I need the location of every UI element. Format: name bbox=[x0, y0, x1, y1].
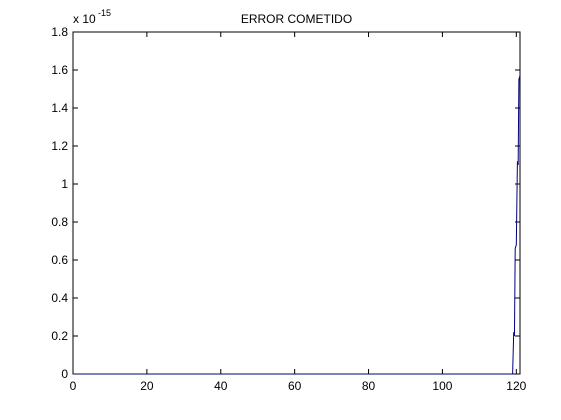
x-tick-label: 20 bbox=[140, 379, 154, 393]
y-axis: 0 0.2 0.4 0.6 0.8 1 1.2 1.4 1.6 1.8 bbox=[51, 25, 520, 381]
x-tick-label: 40 bbox=[214, 379, 228, 393]
y-tick-label: 1 bbox=[61, 177, 68, 191]
y-tick-label: 1.6 bbox=[51, 63, 68, 77]
y-tick-label: 0.6 bbox=[51, 253, 68, 267]
y-tick-label: 1.4 bbox=[51, 101, 68, 115]
y-tick-label: 0.4 bbox=[51, 291, 68, 305]
series-group bbox=[73, 75, 521, 375]
chart-title: ERROR COMETIDO bbox=[241, 12, 352, 26]
y-multiplier-base: x 10 bbox=[73, 12, 96, 26]
y-tick-label: 1.8 bbox=[51, 25, 68, 39]
x-tick-label: 80 bbox=[362, 379, 376, 393]
y-multiplier-exponent: -15 bbox=[98, 8, 111, 18]
y-tick-label: 0.8 bbox=[51, 215, 68, 229]
x-tick-label: 60 bbox=[288, 379, 302, 393]
x-tick-label: 120 bbox=[506, 379, 526, 393]
x-axis: 0 20 40 60 80 100 120 bbox=[70, 32, 527, 393]
y-tick-label: 0.2 bbox=[51, 329, 68, 343]
y-tick-label: 1.2 bbox=[51, 139, 68, 153]
y-tick-label: 0 bbox=[61, 367, 68, 381]
x-tick-label: 100 bbox=[432, 379, 452, 393]
series-line bbox=[73, 75, 521, 375]
plot-area bbox=[72, 31, 521, 375]
x-tick-label: 0 bbox=[70, 379, 77, 393]
